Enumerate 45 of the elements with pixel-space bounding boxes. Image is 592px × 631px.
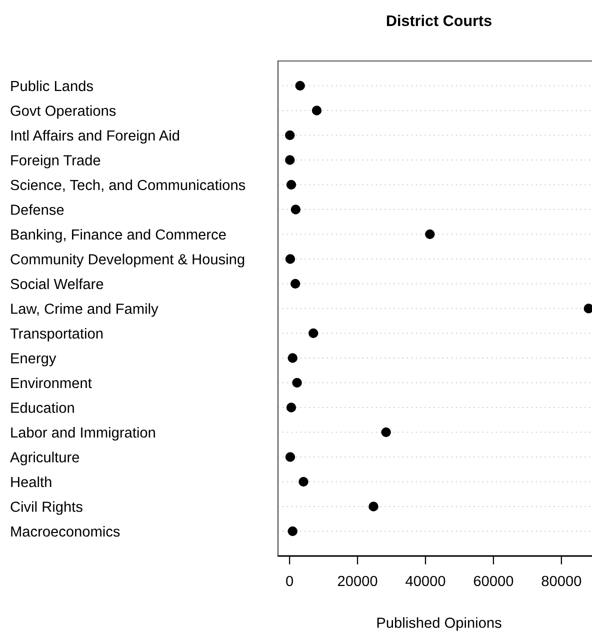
- point: [298, 476, 308, 487]
- y-tick-label: Defense: [11, 204, 64, 215]
- point: [286, 402, 296, 412]
- point: [285, 254, 296, 264]
- y-tick-label: Macroeconomics: [11, 526, 120, 537]
- y-tick-label: Foreign Trade: [11, 154, 100, 168]
- point: [286, 180, 296, 190]
- point: [584, 304, 592, 314]
- point: [285, 452, 296, 462]
- y-tick-label: Energy: [11, 353, 56, 366]
- y-tick-label: Education: [11, 402, 74, 413]
- y-tick-label: Labor and Immigration: [11, 426, 155, 441]
- y-tick-label: Transportation: [10, 328, 103, 342]
- x-tick-label: 40000: [406, 576, 446, 586]
- y-tick-label: Social Welfare: [10, 278, 104, 290]
- point: [288, 526, 298, 536]
- x-tick-label: 80000: [542, 576, 582, 586]
- point: [292, 378, 302, 388]
- y-tick-label: Civil Rights: [10, 501, 82, 515]
- point: [290, 278, 300, 289]
- chart-title: District Courts: [386, 14, 492, 26]
- x-tick-label: 0: [286, 576, 294, 586]
- point: [381, 427, 391, 438]
- y-tick-label: Health: [11, 476, 52, 488]
- point: [288, 353, 298, 363]
- point: [285, 130, 295, 140]
- point: [312, 106, 322, 116]
- y-tick-label: Science, Tech, and Communications: [10, 179, 246, 192]
- point: [308, 328, 318, 338]
- y-tick-label: Agriculture: [10, 452, 80, 466]
- y-tick-label: Environment: [11, 377, 92, 388]
- y-tick-label: Intl Affairs and Foreign Aid: [11, 130, 180, 144]
- x-axis-title: Published Opinions: [377, 617, 502, 631]
- x-tick-label: 60000: [474, 576, 514, 586]
- y-tick-label: Law, Crime and Family: [11, 303, 158, 317]
- point: [295, 80, 305, 91]
- point: [368, 502, 378, 512]
- y-tick-label: Community Development & Housing: [10, 254, 244, 268]
- point: [285, 155, 295, 165]
- point: [290, 204, 301, 214]
- y-tick-label: Govt Operations: [10, 105, 116, 119]
- point: [425, 229, 435, 240]
- y-tick-label: Banking, Finance and Commerce: [11, 228, 226, 243]
- y-tick-label: Public Lands: [11, 80, 93, 92]
- x-tick-label: 20000: [338, 576, 378, 586]
